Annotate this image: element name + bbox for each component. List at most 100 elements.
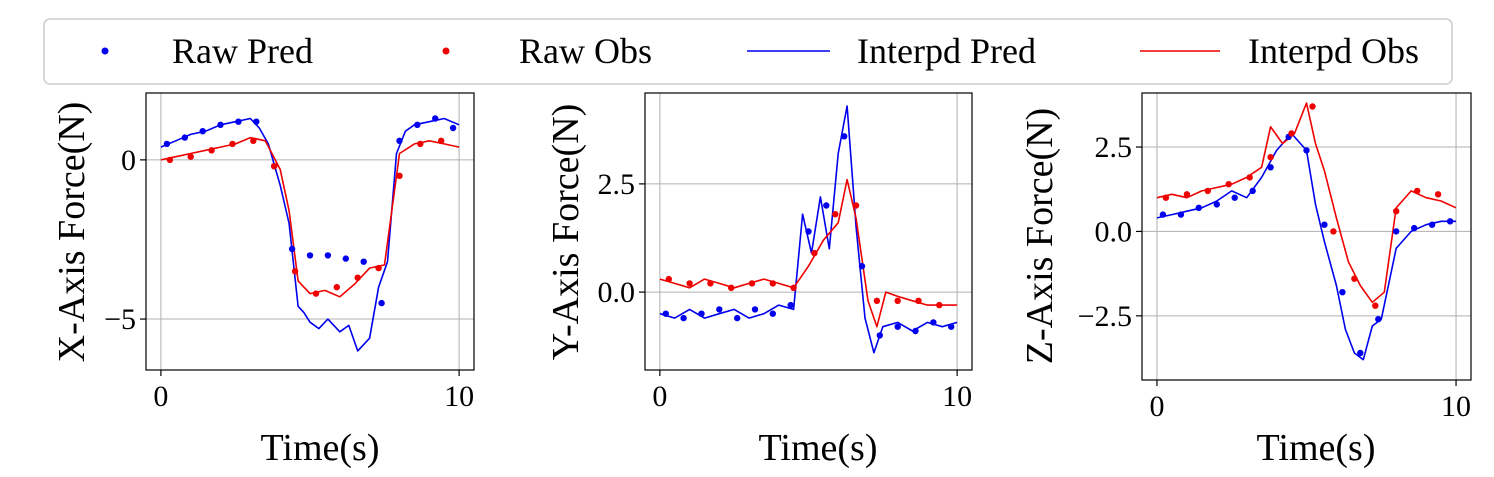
- y-panel-point-raw-obs-2: [707, 280, 714, 287]
- y-panel-point-raw-obs-7: [811, 249, 818, 257]
- y-panel-ytick-label-0: 2.5: [598, 168, 636, 201]
- y-panel-point-raw-obs-4: [748, 280, 756, 287]
- legend-label-raw-pred: Raw Pred: [172, 31, 313, 71]
- z-panel-point-raw-obs-0: [1162, 194, 1170, 201]
- y-panel-xtick-label-1: 10: [942, 380, 972, 413]
- z-panel-point-raw-obs-1: [1183, 191, 1191, 198]
- y-panel-point-raw-pred-11: [858, 262, 866, 270]
- y-panel-ylabel: Y-Axis Force(N): [545, 104, 587, 360]
- x-panel-point-raw-obs-5: [271, 163, 278, 170]
- x-panel-point-raw-pred-10: [342, 255, 349, 262]
- y-panel-point-raw-obs-0: [665, 275, 672, 283]
- z-panel-plot: [1156, 102, 1457, 361]
- z-panel-point-raw-pred-4: [1231, 194, 1238, 201]
- y-panel-series-interpd-obs: [659, 178, 958, 328]
- y-panel-point-raw-obs-8: [832, 211, 839, 218]
- z-panel-point-raw-pred-2: [1195, 204, 1203, 211]
- y-panel-point-raw-obs-9: [852, 202, 860, 209]
- x-panel-plot: [160, 115, 460, 352]
- z-panel-series-interpd-pred: [1156, 132, 1456, 361]
- z-panel-point-raw-obs-6: [1288, 130, 1295, 137]
- y-panel-point-raw-pred-15: [930, 319, 937, 326]
- z-panel-series-interpd-obs: [1156, 102, 1457, 304]
- z-panel-point-raw-pred-13: [1393, 228, 1400, 235]
- y-panel-point-raw-obs-1: [686, 280, 693, 287]
- x-panel-point-raw-pred-8: [306, 252, 314, 259]
- x-panel-point-raw-pred-1: [181, 134, 188, 141]
- x-panel-ylabel: X-Axis Force(N): [51, 102, 93, 363]
- z-panel-point-raw-pred-1: [1177, 211, 1185, 218]
- z-panel-point-raw-obs-5: [1267, 154, 1274, 161]
- y-panel-point-raw-pred-14: [912, 327, 919, 335]
- x-panel-grid: [146, 93, 474, 370]
- y-panel-point-raw-pred-9: [823, 202, 830, 209]
- y-panel-ticks: 0 10 2.5 0.0: [598, 168, 973, 413]
- y-panel-point-raw-pred-10: [841, 133, 848, 140]
- y-panel-point-raw-pred-13: [894, 323, 901, 330]
- y-panel-point-raw-pred-6: [769, 310, 776, 317]
- x-panel-series-interpd-obs: [160, 136, 460, 298]
- y-panel-point-raw-pred-4: [734, 314, 741, 322]
- y-panel-ytick-label-1: 0.0: [598, 276, 636, 309]
- z-panel-point-raw-pred-11: [1357, 349, 1364, 357]
- y-panel-plot: [659, 105, 958, 354]
- z-panel-grid: [1142, 93, 1471, 380]
- x-panel-xlabel: Time(s): [261, 427, 380, 469]
- z-panel-point-raw-obs-13: [1434, 191, 1442, 198]
- z-panel-point-raw-pred-15: [1428, 221, 1436, 228]
- x-panel-ytick-label-1: −5: [104, 303, 136, 336]
- x-panel-point-raw-obs-10: [375, 264, 382, 272]
- x-panel-ytick-label-0: 0: [121, 144, 136, 177]
- z-panel-point-raw-obs-2: [1204, 187, 1212, 195]
- legend-label-raw-obs: Raw Obs: [519, 31, 652, 71]
- x-panel-point-raw-obs-2: [208, 147, 215, 154]
- z-panel-xtick-label-0: 0: [1149, 390, 1164, 423]
- z-panel-point-raw-obs-4: [1246, 174, 1253, 181]
- x-panel-xtick-label-1: 10: [444, 380, 474, 413]
- y-panel-grid: [645, 93, 972, 370]
- z-panel-xlabel: Time(s): [1257, 427, 1376, 469]
- x-panel-frame: [145, 92, 475, 371]
- x-panel-point-raw-obs-7: [312, 290, 320, 297]
- z-panel-point-raw-pred-3: [1213, 201, 1221, 208]
- x-panel-point-raw-pred-0: [163, 140, 171, 148]
- y-panel-point-raw-obs-13: [936, 301, 943, 309]
- y-panel-point-raw-obs-6: [790, 284, 797, 291]
- z-panel-ytick-label-0: 2.5: [1095, 131, 1133, 164]
- y-panel-point-raw-pred-12: [876, 332, 883, 339]
- x-panel-point-raw-pred-13: [396, 137, 403, 144]
- x-panel-point-raw-obs-8: [333, 284, 340, 291]
- y-panel-point-raw-pred-2: [698, 310, 705, 317]
- z-panel-point-raw-obs-10: [1372, 302, 1379, 309]
- x-panel-point-raw-pred-2: [199, 128, 206, 135]
- y-panel-point-raw-obs-11: [894, 297, 901, 304]
- x-panel-point-raw-obs-4: [250, 137, 257, 144]
- x-panel-point-raw-obs-6: [291, 268, 299, 275]
- x-panel-point-raw-obs-13: [438, 137, 445, 144]
- x-panel-point-raw-obs-0: [166, 156, 174, 164]
- x-panel-point-raw-pred-14: [414, 121, 421, 128]
- z-panel-point-raw-pred-5: [1249, 187, 1256, 195]
- z-panel-point-raw-pred-8: [1303, 147, 1310, 154]
- z-panel-ticks: 0 10 2.5 0.0 −2.5: [1078, 131, 1471, 423]
- z-panel-xtick-label-1: 10: [1441, 390, 1471, 423]
- z-panel-point-raw-pred-14: [1411, 224, 1418, 232]
- z-panel-ytick-label-2: −2.5: [1078, 300, 1132, 333]
- y-panel-point-raw-obs-5: [769, 280, 776, 287]
- x-panel-point-raw-obs-11: [396, 172, 403, 179]
- z-panel-point-raw-obs-9: [1351, 275, 1358, 282]
- z-panel-ylabel: Z-Axis Force(N): [1019, 108, 1061, 364]
- z-panel-point-raw-obs-11: [1393, 208, 1400, 215]
- z-panel-point-raw-obs-8: [1330, 228, 1337, 235]
- z-panel-point-raw-pred-10: [1339, 289, 1346, 296]
- legend: Raw Pred Raw Obs Interpd Pred Interpd Ob…: [43, 18, 1453, 85]
- y-axis-force-panel: 0 10 2.5 0.0 Y-Axis Force(N) Time(s): [545, 92, 973, 469]
- x-panel-point-raw-pred-5: [253, 118, 260, 125]
- y-panel-point-raw-pred-5: [751, 306, 759, 313]
- x-axis-force-panel: 0 10 0 −5 X-Axis Force(N) Time(s): [51, 92, 475, 469]
- z-panel-frame: [1141, 92, 1472, 381]
- x-panel-series-interpd-pred: [160, 117, 460, 352]
- z-panel-point-raw-pred-16: [1446, 218, 1454, 225]
- x-panel-point-raw-pred-15: [432, 115, 439, 122]
